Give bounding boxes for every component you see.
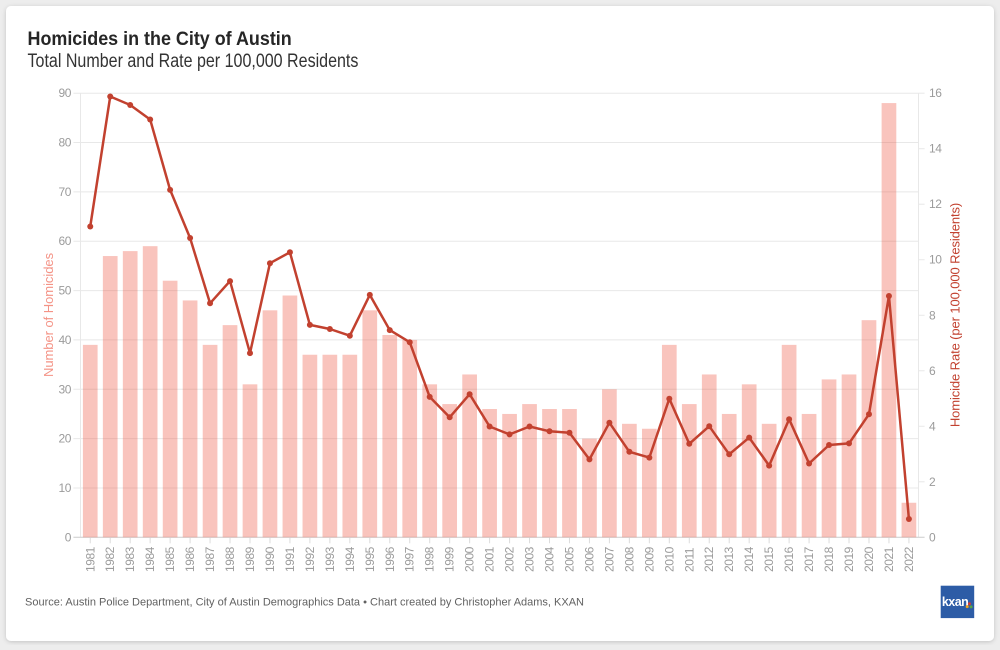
svg-text:70: 70: [59, 185, 72, 199]
svg-text:20: 20: [59, 432, 72, 446]
svg-text:kxan: kxan: [942, 595, 968, 609]
svg-text:2007: 2007: [602, 546, 616, 572]
svg-text:12: 12: [929, 197, 942, 211]
svg-text:Source: Austin Police Departme: Source: Austin Police Department, City o…: [25, 597, 584, 609]
svg-text:0: 0: [65, 530, 72, 544]
svg-text:16: 16: [929, 86, 942, 100]
svg-text:10: 10: [59, 481, 72, 495]
svg-text:1985: 1985: [163, 546, 177, 572]
svg-text:1988: 1988: [223, 546, 237, 572]
svg-text:2001: 2001: [483, 546, 497, 572]
svg-text:1984: 1984: [143, 546, 157, 572]
svg-text:1986: 1986: [183, 546, 197, 572]
svg-text:2003: 2003: [523, 546, 537, 572]
svg-text:1981: 1981: [83, 546, 97, 572]
svg-text:2010: 2010: [662, 546, 676, 572]
svg-text:60: 60: [59, 234, 72, 248]
svg-text:1990: 1990: [263, 546, 277, 572]
svg-text:1983: 1983: [123, 546, 137, 572]
svg-text:2006: 2006: [582, 546, 596, 572]
svg-text:2015: 2015: [762, 546, 776, 572]
svg-text:1982: 1982: [103, 546, 117, 572]
svg-text:Total Number and Rate per 100,: Total Number and Rate per 100,000 Reside…: [28, 50, 359, 72]
svg-text:1995: 1995: [363, 546, 377, 572]
svg-text:14: 14: [929, 142, 942, 156]
svg-text:2011: 2011: [682, 547, 696, 572]
svg-text:2014: 2014: [742, 546, 756, 572]
svg-text:1987: 1987: [203, 546, 217, 572]
svg-text:2000: 2000: [463, 546, 477, 572]
svg-text:1999: 1999: [443, 546, 457, 572]
svg-text:30: 30: [59, 382, 72, 396]
svg-text:2: 2: [929, 475, 936, 489]
svg-text:90: 90: [59, 86, 72, 100]
svg-text:0: 0: [929, 530, 936, 544]
svg-text:2013: 2013: [722, 546, 736, 572]
svg-text:1993: 1993: [323, 546, 337, 572]
svg-text:2009: 2009: [642, 546, 656, 572]
svg-text:Homicide Rate (per 100,000 Res: Homicide Rate (per 100,000 Residents): [948, 203, 963, 427]
svg-text:2004: 2004: [543, 546, 557, 572]
svg-text:2019: 2019: [842, 546, 856, 572]
svg-text:10: 10: [929, 253, 942, 267]
svg-text:2020: 2020: [862, 546, 876, 572]
svg-text:2021: 2021: [882, 546, 896, 572]
svg-text:2018: 2018: [822, 546, 836, 572]
svg-text:1998: 1998: [423, 546, 437, 572]
svg-text:Homicides in the City of Austi: Homicides in the City of Austin: [28, 27, 292, 49]
svg-text:2016: 2016: [782, 546, 796, 572]
svg-text:2022: 2022: [902, 546, 916, 572]
svg-text:2017: 2017: [802, 546, 816, 572]
svg-text:50: 50: [59, 284, 72, 298]
svg-text:1991: 1991: [283, 546, 297, 572]
svg-text:1994: 1994: [343, 546, 357, 572]
svg-text:1989: 1989: [243, 546, 257, 572]
svg-text:1992: 1992: [303, 546, 317, 572]
svg-text:2008: 2008: [622, 546, 636, 572]
svg-text:1996: 1996: [383, 546, 397, 572]
svg-text:80: 80: [59, 136, 72, 150]
svg-text:1997: 1997: [403, 546, 417, 572]
svg-text:8: 8: [929, 308, 936, 322]
svg-text:6: 6: [929, 364, 936, 378]
svg-text:Number of Homicides: Number of Homicides: [41, 252, 56, 377]
svg-text:4: 4: [929, 419, 936, 433]
svg-text:2002: 2002: [503, 546, 517, 572]
svg-text:2005: 2005: [562, 546, 576, 572]
svg-text:40: 40: [59, 333, 72, 347]
svg-text:2012: 2012: [702, 546, 716, 572]
